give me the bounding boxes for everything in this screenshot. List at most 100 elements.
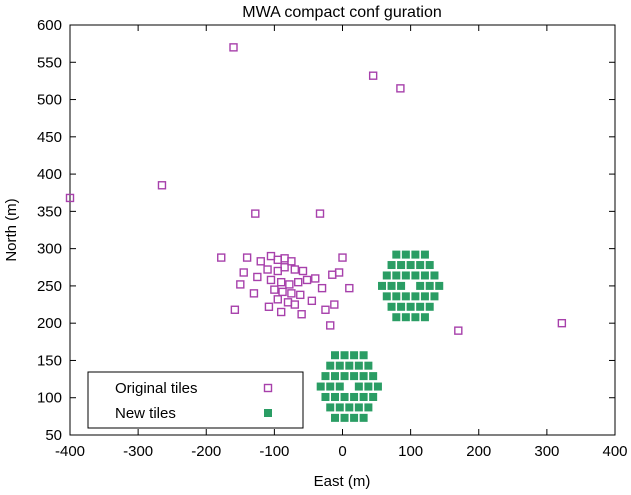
plot-area: -400 -300 -200 -100 0 100 200 300 400 50 100 150 200… bbox=[37, 17, 628, 460]
marker-new-tiles bbox=[387, 302, 396, 311]
marker-original-tiles bbox=[256, 257, 265, 266]
marker-original-tiles bbox=[276, 277, 286, 287]
y-tick-label: 100 bbox=[37, 390, 62, 407]
y-tick-label: 150 bbox=[37, 352, 62, 369]
marker-new-tiles bbox=[382, 292, 391, 301]
marker-original-tiles bbox=[294, 277, 303, 287]
y-tick-label: 200 bbox=[37, 315, 62, 332]
marker-new-tiles bbox=[425, 261, 434, 270]
marker-new-tiles bbox=[359, 372, 368, 381]
marker-original-tiles bbox=[298, 266, 308, 276]
marker-original-tiles bbox=[330, 300, 339, 309]
marker-new-tiles bbox=[387, 281, 396, 290]
marker-new-tiles bbox=[335, 382, 344, 391]
marker-new-tiles bbox=[364, 361, 373, 370]
chart-title: MWA compact conf guration bbox=[242, 4, 442, 21]
legend-marker-new-tiles bbox=[264, 409, 272, 417]
marker-original-tiles bbox=[396, 84, 405, 93]
x-tick-label: 100 bbox=[398, 443, 423, 460]
legend-marker-original-tiles bbox=[263, 383, 273, 393]
x-tick-label: -300 bbox=[123, 443, 153, 460]
marker-new-tiles bbox=[350, 351, 359, 360]
marker-original-tiles bbox=[454, 326, 463, 335]
marker-new-tiles bbox=[350, 392, 359, 401]
marker-new-tiles bbox=[373, 382, 382, 391]
marker-original-tiles bbox=[217, 253, 226, 262]
marker-new-tiles bbox=[401, 292, 410, 301]
marker-original-tiles bbox=[302, 275, 312, 285]
marker-new-tiles bbox=[401, 313, 410, 322]
y-tick-label: 600 bbox=[37, 17, 62, 34]
marker-new-tiles bbox=[430, 271, 439, 280]
marker-new-tiles bbox=[331, 351, 340, 360]
marker-new-tiles bbox=[340, 351, 349, 360]
marker-new-tiles bbox=[359, 413, 368, 422]
marker-new-tiles bbox=[340, 392, 349, 401]
marker-new-tiles bbox=[321, 372, 330, 381]
marker-new-tiles bbox=[354, 361, 363, 370]
marker-original-tiles bbox=[236, 280, 245, 289]
marker-new-tiles bbox=[326, 403, 335, 412]
marker-new-tiles bbox=[420, 313, 429, 322]
marker-new-tiles bbox=[425, 302, 434, 311]
marker-new-tiles bbox=[335, 361, 344, 370]
marker-original-tiles bbox=[249, 289, 259, 298]
marker-original-tiles bbox=[334, 268, 344, 277]
y-tick-label: 500 bbox=[37, 92, 62, 109]
x-tick-label: -400 bbox=[55, 443, 85, 460]
marker-new-tiles bbox=[416, 261, 425, 270]
marker-new-tiles bbox=[335, 403, 344, 412]
x-tick-label: 200 bbox=[466, 443, 491, 460]
marker-original-tiles bbox=[273, 255, 282, 265]
marker-original-tiles bbox=[280, 263, 289, 272]
marker-new-tiles bbox=[420, 292, 429, 301]
marker-new-tiles bbox=[416, 281, 425, 290]
marker-new-tiles bbox=[397, 281, 406, 290]
marker-original-tiles bbox=[251, 209, 260, 218]
marker-original-tiles bbox=[280, 254, 289, 263]
marker-new-tiles bbox=[416, 302, 425, 311]
legend-label-original-tiles: Original tiles bbox=[115, 380, 198, 397]
marker-new-tiles bbox=[340, 372, 349, 381]
marker-new-tiles bbox=[430, 292, 439, 301]
marker-original-tiles bbox=[266, 275, 276, 285]
y-axis-label: North (m) bbox=[3, 198, 20, 261]
marker-original-tiles bbox=[263, 265, 272, 274]
x-axis-label: East (m) bbox=[314, 473, 371, 490]
marker-new-tiles bbox=[364, 382, 373, 391]
marker-new-tiles bbox=[345, 403, 354, 412]
x-tick-label: -100 bbox=[259, 443, 289, 460]
marker-new-tiles bbox=[411, 292, 420, 301]
marker-original-tiles bbox=[270, 285, 279, 294]
marker-new-tiles bbox=[345, 361, 354, 370]
marker-new-tiles bbox=[350, 413, 359, 422]
marker-new-tiles bbox=[378, 281, 387, 290]
marker-new-tiles bbox=[326, 361, 335, 370]
y-tick-label: 300 bbox=[37, 241, 62, 258]
marker-new-tiles bbox=[354, 403, 363, 412]
marker-original-tiles bbox=[338, 253, 347, 262]
marker-original-tiles bbox=[287, 257, 296, 266]
marker-new-tiles bbox=[369, 392, 378, 401]
marker-new-tiles bbox=[321, 392, 330, 401]
marker-original-tiles bbox=[290, 265, 300, 274]
marker-original-tiles bbox=[557, 318, 567, 328]
y-tick-label: 550 bbox=[37, 54, 62, 71]
marker-new-tiles bbox=[359, 351, 368, 360]
marker-original-tiles bbox=[287, 289, 296, 298]
marker-original-tiles bbox=[285, 280, 294, 289]
marker-new-tiles bbox=[331, 372, 340, 381]
marker-original-tiles bbox=[230, 305, 240, 314]
marker-new-tiles bbox=[392, 250, 401, 259]
marker-new-tiles bbox=[354, 382, 363, 391]
marker-original-tiles bbox=[368, 71, 378, 80]
legend-label-new-tiles: New tiles bbox=[115, 405, 176, 422]
marker-original-tiles bbox=[317, 283, 327, 293]
marker-new-tiles bbox=[406, 261, 415, 270]
marker-new-tiles bbox=[401, 271, 410, 280]
marker-new-tiles bbox=[425, 281, 434, 290]
marker-new-tiles bbox=[397, 302, 406, 311]
marker-original-tiles bbox=[278, 287, 287, 297]
